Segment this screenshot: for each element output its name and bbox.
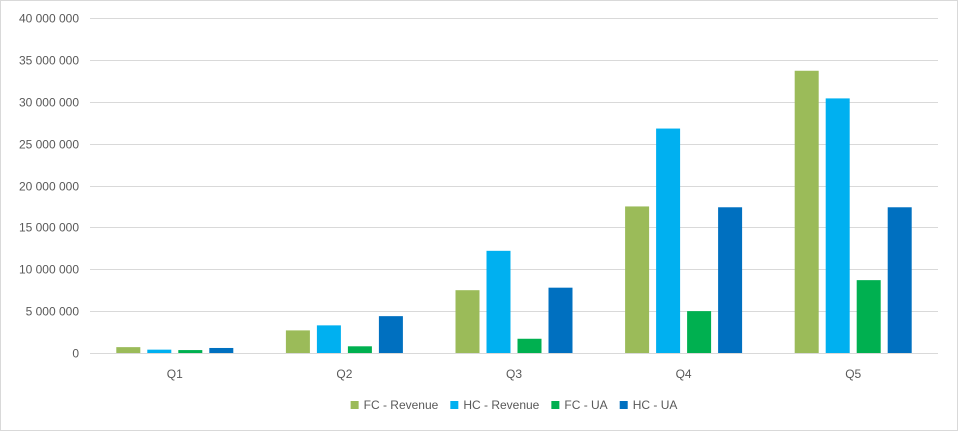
bar-hc-ua-q3 xyxy=(548,287,573,353)
bar-hc-ua-q5 xyxy=(887,207,912,353)
x-tick-label: Q4 xyxy=(676,367,692,381)
y-tick-label: 30 000 000 xyxy=(19,96,79,110)
legend-item-hc-ua[interactable]: HC - UA xyxy=(619,398,678,412)
legend-swatch xyxy=(619,401,628,409)
legend-item-fc-ua[interactable]: FC - UA xyxy=(551,398,608,412)
legend-item-hc-revenue[interactable]: HC - Revenue xyxy=(450,398,540,412)
legend-swatch xyxy=(450,401,459,409)
y-tick-label: 40 000 000 xyxy=(19,12,79,26)
y-tick-label: 35 000 000 xyxy=(19,54,79,68)
gridlines xyxy=(90,18,938,312)
x-tick-label: Q1 xyxy=(167,367,183,381)
bar-fc-ua-q5 xyxy=(856,280,881,353)
bar-hc-revenue-q1 xyxy=(147,349,172,353)
x-axis-tick-labels: Q1 Q2 Q3 Q4 Q5 xyxy=(167,367,862,381)
bar-hc-revenue-q3 xyxy=(486,250,511,353)
bar-fc-ua-q1 xyxy=(178,350,203,353)
x-tick-label: Q3 xyxy=(506,367,522,381)
y-tick-label: 25 000 000 xyxy=(19,138,79,152)
legend-label: FC - UA xyxy=(564,398,607,412)
bar-fc-revenue-q4 xyxy=(625,206,650,353)
legend-label: FC - Revenue xyxy=(364,398,439,412)
y-tick-label: 0 xyxy=(72,347,79,361)
x-tick-label: Q5 xyxy=(845,367,861,381)
y-axis-tick-labels: 0 5 000 000 10 000 000 15 000 000 20 000 000… xyxy=(19,12,79,361)
bar-fc-revenue-q5 xyxy=(794,70,819,353)
bar-fc-ua-q4 xyxy=(687,311,712,353)
y-tick-label: 5 000 000 xyxy=(26,305,80,319)
bar-hc-revenue-q4 xyxy=(656,128,681,353)
legend-swatch xyxy=(551,401,560,409)
bar-fc-revenue-q2 xyxy=(285,330,310,353)
legend-item-fc-revenue[interactable]: FC - Revenue xyxy=(350,398,439,412)
bar-hc-ua-q1 xyxy=(209,347,234,353)
bar-fc-ua-q3 xyxy=(517,338,542,353)
y-tick-label: 15 000 000 xyxy=(19,221,79,235)
legend-label: HC - Revenue xyxy=(463,398,539,412)
bar-hc-ua-q2 xyxy=(378,316,403,353)
bars xyxy=(116,70,912,354)
bar-fc-ua-q2 xyxy=(347,346,372,353)
bar-hc-ua-q4 xyxy=(718,207,743,353)
bar-hc-revenue-q2 xyxy=(316,325,341,353)
y-tick-label: 10 000 000 xyxy=(19,263,79,277)
bar-hc-revenue-q5 xyxy=(825,98,850,354)
legend[interactable]: FC - Revenue HC - Revenue FC - UA HC - UA xyxy=(350,398,678,412)
y-tick-label: 20 000 000 xyxy=(19,180,79,194)
x-tick-label: Q2 xyxy=(336,367,352,381)
bar-fc-revenue-q1 xyxy=(116,347,141,353)
bar-fc-revenue-q3 xyxy=(455,290,480,353)
legend-swatch xyxy=(350,401,359,409)
legend-label: HC - UA xyxy=(633,398,678,412)
